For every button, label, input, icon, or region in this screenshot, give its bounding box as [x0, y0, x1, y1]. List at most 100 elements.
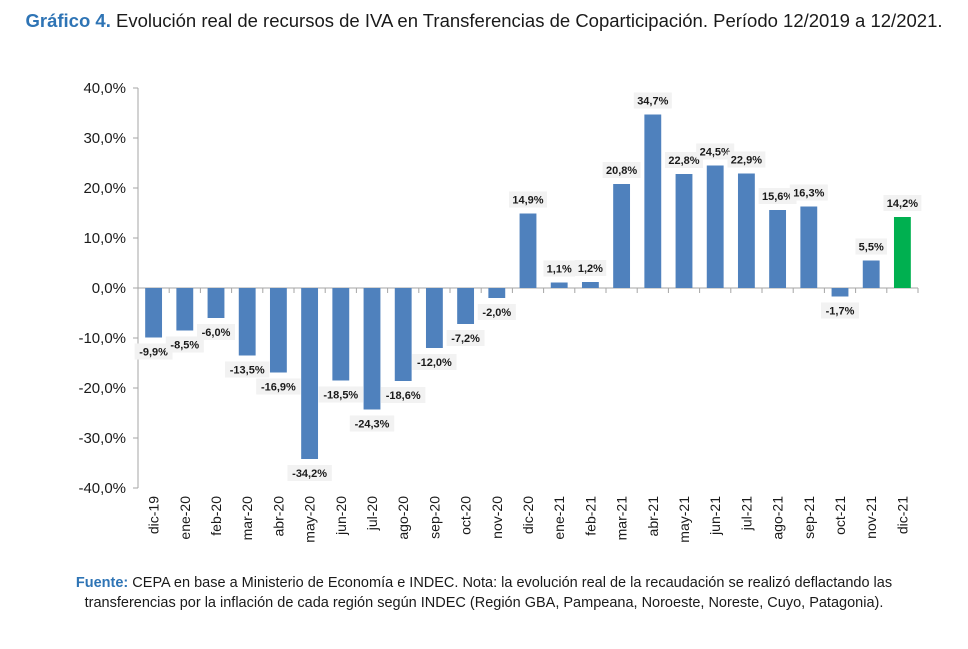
data-label: -8,5% [170, 340, 199, 352]
source-lead: Fuente: [75, 575, 129, 591]
data-label: 24,5% [700, 147, 731, 159]
x-tick-label: sep-20 [426, 496, 442, 539]
x-tick-label: jul-21 [738, 496, 754, 531]
bar [613, 184, 631, 288]
data-label-bg [727, 151, 766, 168]
bar [176, 288, 194, 331]
data-label-bg [477, 304, 516, 320]
bar [363, 288, 381, 410]
source-text: CEPA en base a Ministerio de Economía e … [84, 575, 893, 611]
data-label: -7,2% [451, 333, 480, 345]
chart-title: Gráfico 4. Evolución real de recursos de… [20, 8, 948, 33]
chart-title-lead: Gráfico 4. [25, 10, 111, 31]
x-tick-label: mar-20 [239, 496, 255, 541]
x-tick-label: may-21 [676, 496, 692, 543]
bar-chart: 40,0% 30,0% 20,0% 10,0% 0,0% -10,0% -20,0% -30,… [78, 80, 922, 543]
data-label: -16,9% [261, 382, 296, 394]
y-tick-label: 0,0% [92, 280, 126, 297]
x-tick-label: oct-21 [832, 496, 848, 535]
bar [737, 173, 755, 288]
data-label: 1,2% [578, 263, 603, 275]
bar [425, 288, 443, 348]
x-tick-label: sep-21 [801, 496, 817, 539]
x-tick-label: feb-20 [208, 496, 224, 536]
y-tick-label: 10,0% [83, 230, 126, 247]
x-tick-label: jul-20 [364, 496, 380, 531]
x-tick-label: oct-20 [458, 496, 474, 535]
bar [550, 282, 568, 288]
data-label-bg [381, 387, 426, 403]
data-label-bg [633, 92, 672, 109]
x-tick-label: dic-19 [146, 496, 162, 534]
x-tick-label: jun-21 [707, 496, 723, 536]
bar [644, 114, 662, 288]
bar [269, 288, 287, 373]
data-label-bg [349, 415, 395, 432]
chart-title-text: Evolución real de recursos de IVA en Tra… [115, 10, 943, 31]
y-tick-label: -30,0% [78, 430, 126, 447]
data-label-bg [225, 361, 270, 378]
x-tick-label: abr-21 [645, 496, 661, 537]
data-label: -13,5% [230, 365, 265, 377]
data-label: -18,5% [323, 390, 358, 402]
x-tick-label: ago-21 [770, 496, 786, 540]
bar [893, 217, 911, 288]
x-tick-label: may-20 [302, 496, 318, 543]
source-note: Fuente: CEPA en base a Ministerio de Eco… [40, 573, 928, 613]
bar [800, 206, 818, 288]
y-tick-label: -20,0% [78, 380, 126, 397]
data-label-bg [543, 260, 575, 277]
data-label-bg [446, 330, 485, 346]
data-label-bg [318, 386, 363, 403]
data-label-bg [165, 336, 204, 353]
data-label: -6,0% [202, 327, 231, 339]
x-tick-label: jun-20 [333, 496, 349, 536]
bar [675, 174, 693, 288]
data-label: -9,9% [139, 347, 168, 359]
data-label-bg [855, 238, 887, 255]
bar [457, 288, 475, 324]
data-label: 14,2% [887, 198, 918, 210]
data-label: -34,2% [292, 468, 327, 480]
x-tick-label: abr-20 [270, 496, 286, 537]
data-label: 16,3% [793, 188, 824, 200]
data-label: -24,3% [355, 419, 390, 431]
data-label-bg [509, 191, 547, 208]
data-label: 5,5% [859, 242, 884, 254]
data-label: -2,0% [482, 307, 511, 319]
y-tick-label: -10,0% [78, 330, 126, 347]
bar [145, 288, 163, 338]
data-label: 22,8% [668, 155, 699, 167]
data-label-bg [821, 302, 859, 319]
data-label-bg [883, 195, 922, 211]
chart-area: 40,0% 30,0% 20,0% 10,0% 0,0% -10,0% -20,0% -30,… [0, 70, 968, 570]
data-label-bg [696, 143, 735, 160]
data-label: 14,9% [512, 195, 543, 207]
bar [862, 260, 880, 288]
data-label-bg [789, 184, 828, 201]
data-label-bg [134, 343, 173, 360]
data-label-bg [574, 260, 607, 276]
y-tick-label: -40,0% [78, 480, 126, 497]
data-label-bg [197, 324, 235, 340]
bar [519, 213, 537, 288]
data-label: 1,1% [547, 264, 572, 276]
data-label-bg [602, 162, 641, 178]
data-label-bg [665, 152, 703, 168]
x-tick-label: nov-21 [863, 496, 879, 539]
x-tick-label: ene-21 [551, 496, 567, 540]
y-tick-label: 20,0% [83, 180, 126, 197]
bar [238, 288, 256, 356]
x-tick-label: feb-21 [582, 496, 598, 536]
data-label-bg [412, 354, 457, 370]
y-tick-label: 40,0% [83, 80, 126, 97]
data-label: -12,0% [417, 357, 452, 369]
bar [301, 288, 319, 459]
data-label-bg [256, 378, 301, 395]
data-label: 15,6% [762, 191, 793, 203]
bar [831, 288, 849, 297]
data-label: 20,8% [606, 165, 637, 177]
x-tick-label: dic-20 [520, 496, 536, 534]
data-label: -18,6% [386, 390, 421, 402]
x-tick-label: nov-20 [489, 496, 505, 539]
